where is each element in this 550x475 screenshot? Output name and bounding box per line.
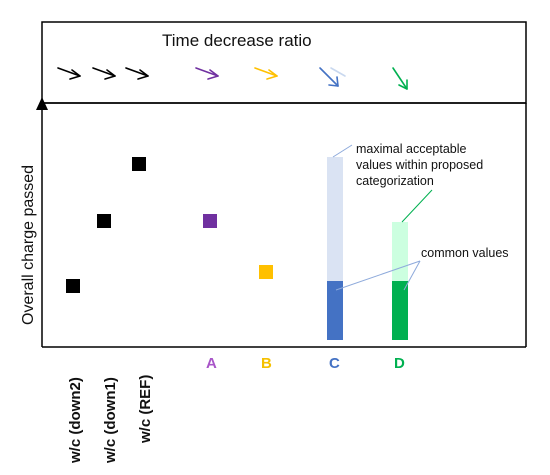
x-label-a: A: [206, 355, 217, 372]
marker-down1: [97, 214, 111, 228]
annotation-maximal-line3: categorization: [356, 174, 434, 188]
ratio-arrows: [57, 67, 408, 90]
leader-max-c: [332, 144, 353, 158]
arrow-ref-icon: [125, 67, 149, 80]
arrow-c-icon: [319, 67, 339, 87]
arrow-down1-icon: [92, 67, 116, 80]
bar-c-max: [327, 157, 343, 281]
y-axis-arrowhead-icon: [36, 97, 48, 110]
bar-d-common: [392, 281, 408, 340]
x-label-d: D: [394, 355, 405, 372]
annotation-common-values: common values: [421, 246, 509, 260]
marker-ref: [132, 157, 146, 171]
x-label-ref: w/c (REF): [137, 375, 154, 444]
top-panel-title: Time decrease ratio: [162, 31, 312, 50]
x-label-down1: w/c (down1): [102, 377, 119, 464]
arrow-down2-icon: [57, 67, 81, 80]
x-label-b: B: [261, 355, 272, 372]
arrow-d-icon: [392, 67, 408, 90]
bar-d-max: [392, 222, 408, 281]
arrow-c-light-icon: [330, 67, 346, 77]
annotation-maximal-line1: maximal acceptable: [356, 142, 467, 156]
leader-max-d: [401, 189, 433, 223]
x-label-c: C: [329, 355, 340, 372]
x-label-down2: w/c (down2): [67, 377, 84, 464]
marker-down2: [66, 279, 80, 293]
y-axis-label: Overall charge passed: [20, 165, 37, 325]
marker-a: [203, 214, 217, 228]
annotation-maximal-line2: values within proposed: [356, 158, 483, 172]
marker-b: [259, 265, 273, 279]
leader-common-c: [335, 260, 421, 291]
bar-c-common: [327, 281, 343, 340]
arrow-b-icon: [254, 67, 278, 80]
arrow-a-icon: [195, 67, 219, 80]
leader-common-d: [403, 260, 421, 291]
